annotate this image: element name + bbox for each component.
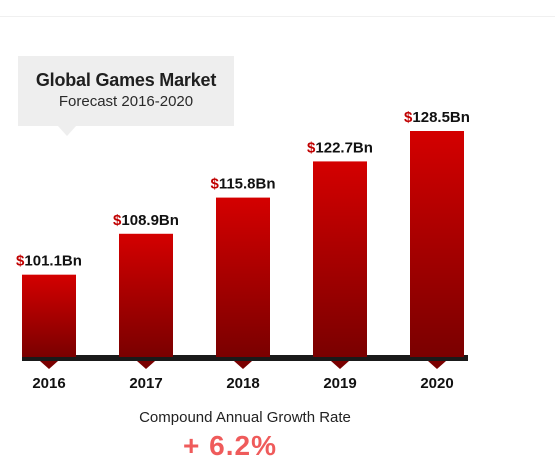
value-label-2017: $108.9Bn [113, 212, 179, 229]
value-label-2019: $122.7Bn [307, 139, 373, 156]
bar-2019 [313, 161, 367, 357]
bar-2020 [410, 131, 464, 357]
cagr-value: + 6.2% [183, 430, 277, 461]
x-tick-label-2017: 2017 [129, 375, 162, 392]
top-divider [0, 0, 555, 17]
bar-2018 [216, 197, 270, 357]
value-label-2020: $128.5Bn [404, 109, 470, 126]
value-label-2018: $115.8Bn [210, 176, 275, 193]
bar-notch-2019 [331, 361, 349, 369]
bar-notch-2017 [137, 361, 155, 369]
chart-title-box: Global Games Market Forecast 2016-2020 [18, 56, 234, 126]
chart-title: Global Games Market [35, 70, 217, 90]
bar-notch-2020 [428, 361, 446, 369]
chart-subtitle: Forecast 2016-2020 [58, 93, 194, 110]
value-label-2016: $101.1Bn [16, 253, 82, 270]
bar-notch-2018 [234, 361, 252, 369]
bar-2016 [22, 274, 76, 357]
x-tick-label-2016: 2016 [32, 375, 65, 392]
x-tick-label-2020: 2020 [420, 375, 453, 392]
cagr-label: Compound Annual Growth Rate [139, 409, 351, 426]
x-tick-label-2019: 2019 [323, 375, 356, 392]
title-box-pointer [58, 126, 76, 136]
bar-notch-2016 [40, 361, 58, 369]
x-tick-label-2018: 2018 [226, 375, 259, 392]
bar-2017 [119, 233, 173, 357]
